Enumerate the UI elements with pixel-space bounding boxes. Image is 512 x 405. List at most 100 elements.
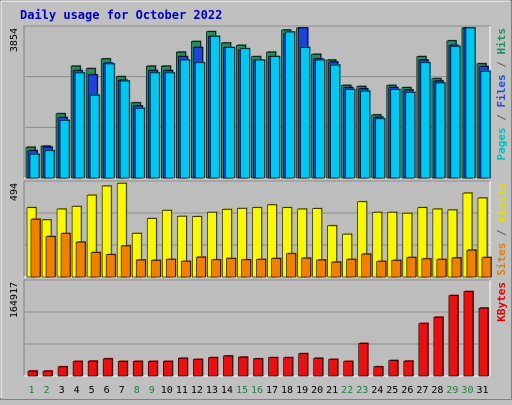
bar-visits-sites [406,257,417,278]
x-tick-label-19: 19 [296,385,308,396]
bar-kbytes-kbytes [57,366,68,377]
x-tick-label-18: 18 [281,385,293,396]
bar-kbytes-kbytes [223,355,233,377]
x-tick-label-7: 7 [119,385,125,396]
bar-kbytes-kbytes [478,307,489,377]
bar-visits-sites [45,236,56,278]
panel-visits-legend: Sites / Visits [495,183,508,276]
bar-visits-sites [391,260,402,278]
x-tick-label-30: 30 [461,385,473,396]
bar-kbytes-kbytes [268,357,278,377]
x-tick-label-9: 9 [149,385,155,396]
chart-title: Daily usage for October 2022 [20,8,222,22]
bar-hits-pages [149,72,160,179]
bar-kbytes-kbytes [162,361,173,377]
bar-visits-sites [271,258,281,278]
x-tick-label-11: 11 [176,385,188,396]
bar-visits-sites [30,219,41,278]
legend-entry: / [495,108,508,128]
bar-kbytes-kbytes [403,360,414,377]
bar-kbytes-kbytes [87,360,98,377]
panel-kbytes: 164917 KBytes [9,279,508,377]
bar-visits-sites [181,261,191,278]
bar-hits-pages [59,120,70,179]
panel-hits-max-label: 3854 [9,28,20,52]
bar-hits-pages [195,62,205,179]
bar-visits-sites [211,259,221,278]
bar-visits-sites [135,259,146,278]
x-tick-label-20: 20 [311,385,323,396]
bar-hits-pages [285,31,295,179]
bar-hits-pages [119,80,130,179]
bar-kbytes-kbytes [373,366,384,377]
bar-hits-pages [315,59,325,179]
bar-kbytes-kbytes [132,361,143,377]
panel-visits-max-label: 494 [9,183,20,201]
x-tick-label-27: 27 [416,385,428,396]
bar-hits-pages [29,153,40,179]
bar-kbytes-kbytes [418,323,429,377]
bar-visits-sites [90,252,101,278]
x-tick-label-17: 17 [266,385,278,396]
bar-hits-pages [405,92,416,179]
x-tick-label-14: 14 [221,385,233,396]
bar-hits-pages [255,59,265,179]
bar-kbytes-kbytes [328,359,338,377]
bar-kbytes-kbytes [147,361,158,377]
x-tick-label-5: 5 [89,385,95,396]
bar-hits-pages [420,62,431,179]
bar-kbytes-kbytes [433,316,444,377]
bar-kbytes-kbytes [283,357,293,377]
bar-visits-sites [286,253,296,278]
legend-entry: Sites [495,243,508,276]
bar-hits-pages [390,89,401,179]
bar-hits-pages [465,27,476,179]
bar-hits-pages [240,48,250,179]
bar-visits-sites [301,257,311,278]
x-tick-label-21: 21 [326,385,338,396]
bar-hits-pages [330,64,340,179]
bar-hits-pages [375,118,386,179]
bar-visits-sites [376,261,387,278]
bar-hits-pages [210,36,220,179]
x-tick-label-31: 31 [476,385,488,396]
bar-visits-sites [316,259,326,278]
bar-hits-pages [134,108,145,179]
bar-hits-pages [270,56,280,179]
bar-kbytes-kbytes [448,295,459,377]
bar-kbytes-kbytes [193,359,203,377]
x-tick-label-4: 4 [74,385,80,396]
bar-kbytes-kbytes [358,343,369,377]
bar-visits-sites [481,257,492,278]
bar-hits-pages [450,46,461,179]
bar-hits-pages [300,47,310,179]
bar-hits-pages [44,150,55,179]
x-tick-label-1: 1 [29,385,35,396]
bar-kbytes-kbytes [117,361,128,377]
x-tick-label-6: 6 [104,385,110,396]
bar-kbytes-kbytes [238,356,248,377]
bar-kbytes-kbytes [298,353,308,377]
x-axis-tick-labels: 1 2 3 4 5 6 7 8 9 10 11 12 13 14 15 16 17 18 19 20 21 22 23 24 2… [29,385,489,396]
x-tick-label-3: 3 [59,385,65,396]
x-tick-label-10: 10 [161,385,173,396]
bar-kbytes-kbytes [253,358,263,377]
x-tick-label-13: 13 [206,385,218,396]
bar-kbytes-kbytes [463,291,474,377]
legend-entry: Hits [495,28,508,55]
panel-hits-legend: Pages / Files / Hits [495,28,508,161]
bar-visits-sites [256,259,266,278]
bar-visits-sites [466,249,477,278]
bar-kbytes-kbytes [27,370,38,377]
x-tick-label-16: 16 [251,385,263,396]
bar-visits-sites [120,245,131,278]
bar-hits-pages [435,82,446,179]
bar-hits-pages [225,47,235,179]
x-tick-label-25: 25 [386,385,398,396]
bar-kbytes-kbytes [313,358,323,377]
x-tick-label-8: 8 [134,385,140,396]
bar-hits-pages [74,72,85,179]
legend-entry: / [495,223,508,243]
